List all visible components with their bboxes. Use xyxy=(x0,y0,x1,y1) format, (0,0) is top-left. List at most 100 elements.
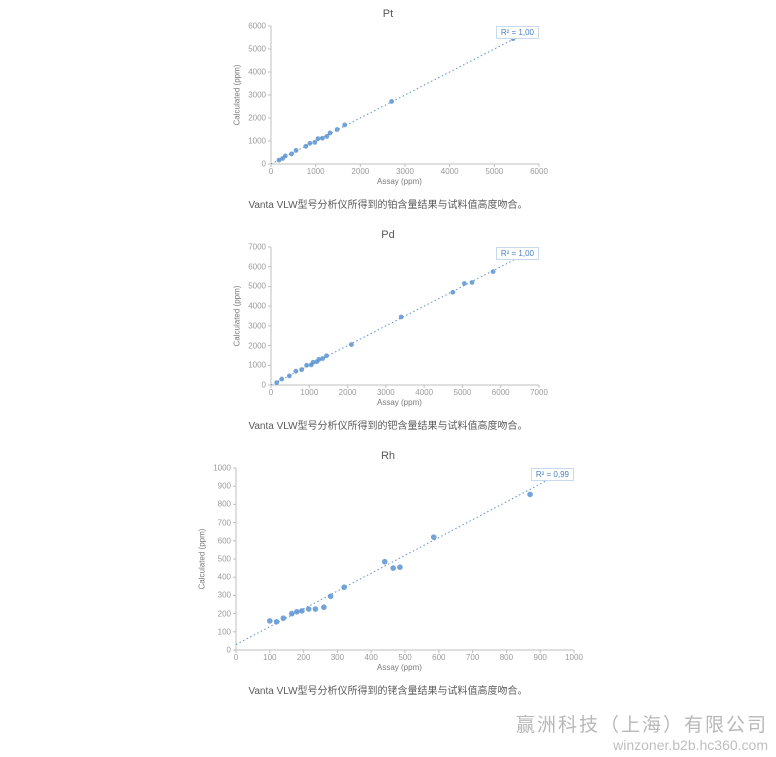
chart-pt: Pt01000200030004000500060000100020003000… xyxy=(229,8,547,211)
data-point xyxy=(313,606,319,612)
data-point xyxy=(527,492,533,498)
data-point xyxy=(274,380,279,385)
x-tick-label: 6000 xyxy=(530,167,548,176)
y-tick-label: 0 xyxy=(262,381,266,390)
x-tick-label: 200 xyxy=(297,653,310,662)
x-tick-label: 1000 xyxy=(307,167,325,176)
y-tick-label: 1000 xyxy=(213,464,231,473)
x-tick-label: 4000 xyxy=(415,388,433,397)
y-tick-label: 5000 xyxy=(248,45,266,54)
y-tick-label: 500 xyxy=(218,555,231,564)
x-tick-label: 300 xyxy=(331,653,344,662)
plot-svg xyxy=(229,243,547,411)
y-axis-label: Calculated (ppm) xyxy=(198,519,207,599)
chart-rh: Rh01002003004005006007008009001000010020… xyxy=(194,450,582,697)
data-point xyxy=(491,269,496,274)
x-tick-label: 3000 xyxy=(377,388,395,397)
x-tick-label: 4000 xyxy=(441,167,459,176)
data-point xyxy=(293,369,298,374)
data-point xyxy=(306,606,312,612)
data-point xyxy=(470,280,475,285)
x-tick-label: 3000 xyxy=(396,167,414,176)
x-axis-label: Assay (ppm) xyxy=(377,177,422,186)
watermark-url: winzoner.b2b.hc360.com xyxy=(516,737,768,753)
y-tick-label: 5000 xyxy=(248,282,266,291)
data-point xyxy=(342,123,347,128)
chart-frame: 0100200300400500600700800900100001002003… xyxy=(194,464,582,676)
chart-caption: Vanta VLW型号分析仪所得到的铂含量结果与试料值高度吻合。 xyxy=(248,196,527,211)
y-tick-label: 0 xyxy=(262,160,266,169)
x-tick-label: 2000 xyxy=(339,388,357,397)
data-point xyxy=(431,534,437,540)
chart-title: Pd xyxy=(381,229,394,241)
data-point xyxy=(304,363,309,368)
legend: R² = 0,99 xyxy=(531,468,574,481)
y-tick-label: 2000 xyxy=(248,114,266,123)
x-tick-label: 800 xyxy=(500,653,513,662)
y-tick-label: 2000 xyxy=(248,341,266,350)
y-tick-label: 4000 xyxy=(248,302,266,311)
x-tick-label: 0 xyxy=(269,388,273,397)
data-point xyxy=(462,281,467,286)
chart-caption: Vanta VLW型号分析仪所得到的铑含量结果与试料值高度吻合。 xyxy=(248,682,527,697)
y-tick-label: 200 xyxy=(218,609,231,618)
data-point xyxy=(294,148,299,153)
data-point xyxy=(287,374,292,379)
x-tick-label: 5000 xyxy=(485,167,503,176)
y-tick-label: 100 xyxy=(218,627,231,636)
watermark: 赢洲科技（上海）有限公司 winzoner.b2b.hc360.com xyxy=(516,710,768,753)
x-tick-label: 400 xyxy=(365,653,378,662)
y-tick-label: 6000 xyxy=(248,262,266,271)
x-tick-label: 1000 xyxy=(565,653,583,662)
chart-frame: 0100020003000400050006000010002000300040… xyxy=(229,22,547,190)
data-point xyxy=(328,594,334,600)
data-point xyxy=(320,136,325,141)
data-point xyxy=(399,315,404,320)
y-tick-label: 400 xyxy=(218,573,231,582)
data-point xyxy=(283,154,288,159)
y-tick-label: 800 xyxy=(218,500,231,509)
trend-line xyxy=(236,466,574,644)
x-tick-label: 1000 xyxy=(300,388,318,397)
chart-caption: Vanta VLW型号分析仪所得到的钯含量结果与试料值高度吻合。 xyxy=(248,417,527,432)
chart-frame: 0100020003000400050006000700001000200030… xyxy=(229,243,547,411)
x-tick-label: 600 xyxy=(432,653,445,662)
data-point xyxy=(303,144,308,149)
data-point xyxy=(324,353,329,358)
y-tick-label: 300 xyxy=(218,591,231,600)
x-tick-label: 0 xyxy=(234,653,238,662)
data-point xyxy=(274,619,280,625)
x-tick-label: 5000 xyxy=(454,388,472,397)
data-point xyxy=(294,609,300,615)
data-point xyxy=(281,615,287,621)
data-point xyxy=(397,564,403,570)
x-tick-label: 7000 xyxy=(530,388,548,397)
page: Pt01000200030004000500060000100020003000… xyxy=(0,0,776,715)
legend: R² = 1,00 xyxy=(496,247,539,260)
y-tick-label: 900 xyxy=(218,482,231,491)
data-point xyxy=(390,565,396,571)
y-tick-label: 700 xyxy=(218,518,231,527)
y-tick-label: 1000 xyxy=(248,137,266,146)
data-point xyxy=(321,604,327,610)
data-point xyxy=(299,608,305,614)
y-tick-label: 600 xyxy=(218,536,231,545)
chart-pd: Pd01000200030004000500060007000010002000… xyxy=(229,229,547,432)
y-tick-label: 7000 xyxy=(248,243,266,252)
data-point xyxy=(267,618,273,624)
y-tick-label: 3000 xyxy=(248,91,266,100)
x-axis-label: Assay (ppm) xyxy=(377,663,422,672)
data-point xyxy=(316,136,321,141)
x-tick-label: 2000 xyxy=(351,167,369,176)
legend: R² = 1,00 xyxy=(496,26,539,39)
x-tick-label: 100 xyxy=(263,653,276,662)
data-point xyxy=(341,584,347,590)
x-axis-label: Assay (ppm) xyxy=(377,398,422,407)
y-axis-label: Calculated (ppm) xyxy=(233,276,242,356)
data-point xyxy=(299,367,304,372)
chart-title: Rh xyxy=(381,450,395,462)
data-point xyxy=(349,342,354,347)
y-tick-label: 3000 xyxy=(248,321,266,330)
y-axis-label: Calculated (ppm) xyxy=(233,55,242,135)
y-tick-label: 4000 xyxy=(248,68,266,77)
